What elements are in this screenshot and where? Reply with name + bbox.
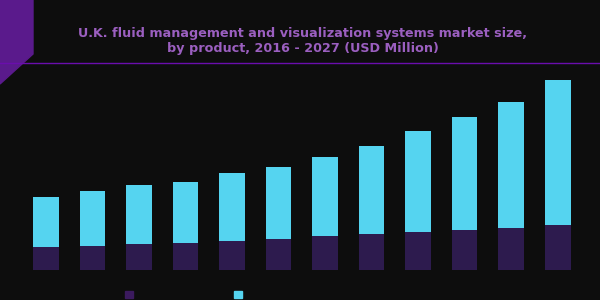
Bar xyxy=(359,146,385,234)
Bar xyxy=(33,247,59,270)
Polygon shape xyxy=(0,0,33,84)
Bar xyxy=(219,173,245,241)
Title: U.K. fluid management and visualization systems market size,
by product, 2016 - : U.K. fluid management and visualization … xyxy=(79,27,527,55)
Bar xyxy=(173,243,199,270)
Bar xyxy=(406,131,431,232)
Bar xyxy=(406,232,431,270)
Bar xyxy=(126,244,152,270)
Bar xyxy=(266,167,292,238)
Bar xyxy=(266,238,292,270)
Bar xyxy=(80,191,105,246)
Bar xyxy=(545,225,571,270)
Bar xyxy=(359,234,385,270)
Bar xyxy=(499,228,524,270)
Bar xyxy=(80,246,105,270)
Bar xyxy=(33,196,59,247)
Legend: Fluid Management, Visualization Systems: Fluid Management, Visualization Systems xyxy=(121,287,348,300)
Bar xyxy=(499,102,524,228)
Bar xyxy=(452,230,478,270)
Bar xyxy=(313,157,338,236)
Bar xyxy=(219,241,245,270)
Bar xyxy=(173,182,199,243)
Bar xyxy=(313,236,338,270)
Bar xyxy=(452,117,478,230)
Bar xyxy=(545,80,571,225)
Bar xyxy=(126,185,152,244)
